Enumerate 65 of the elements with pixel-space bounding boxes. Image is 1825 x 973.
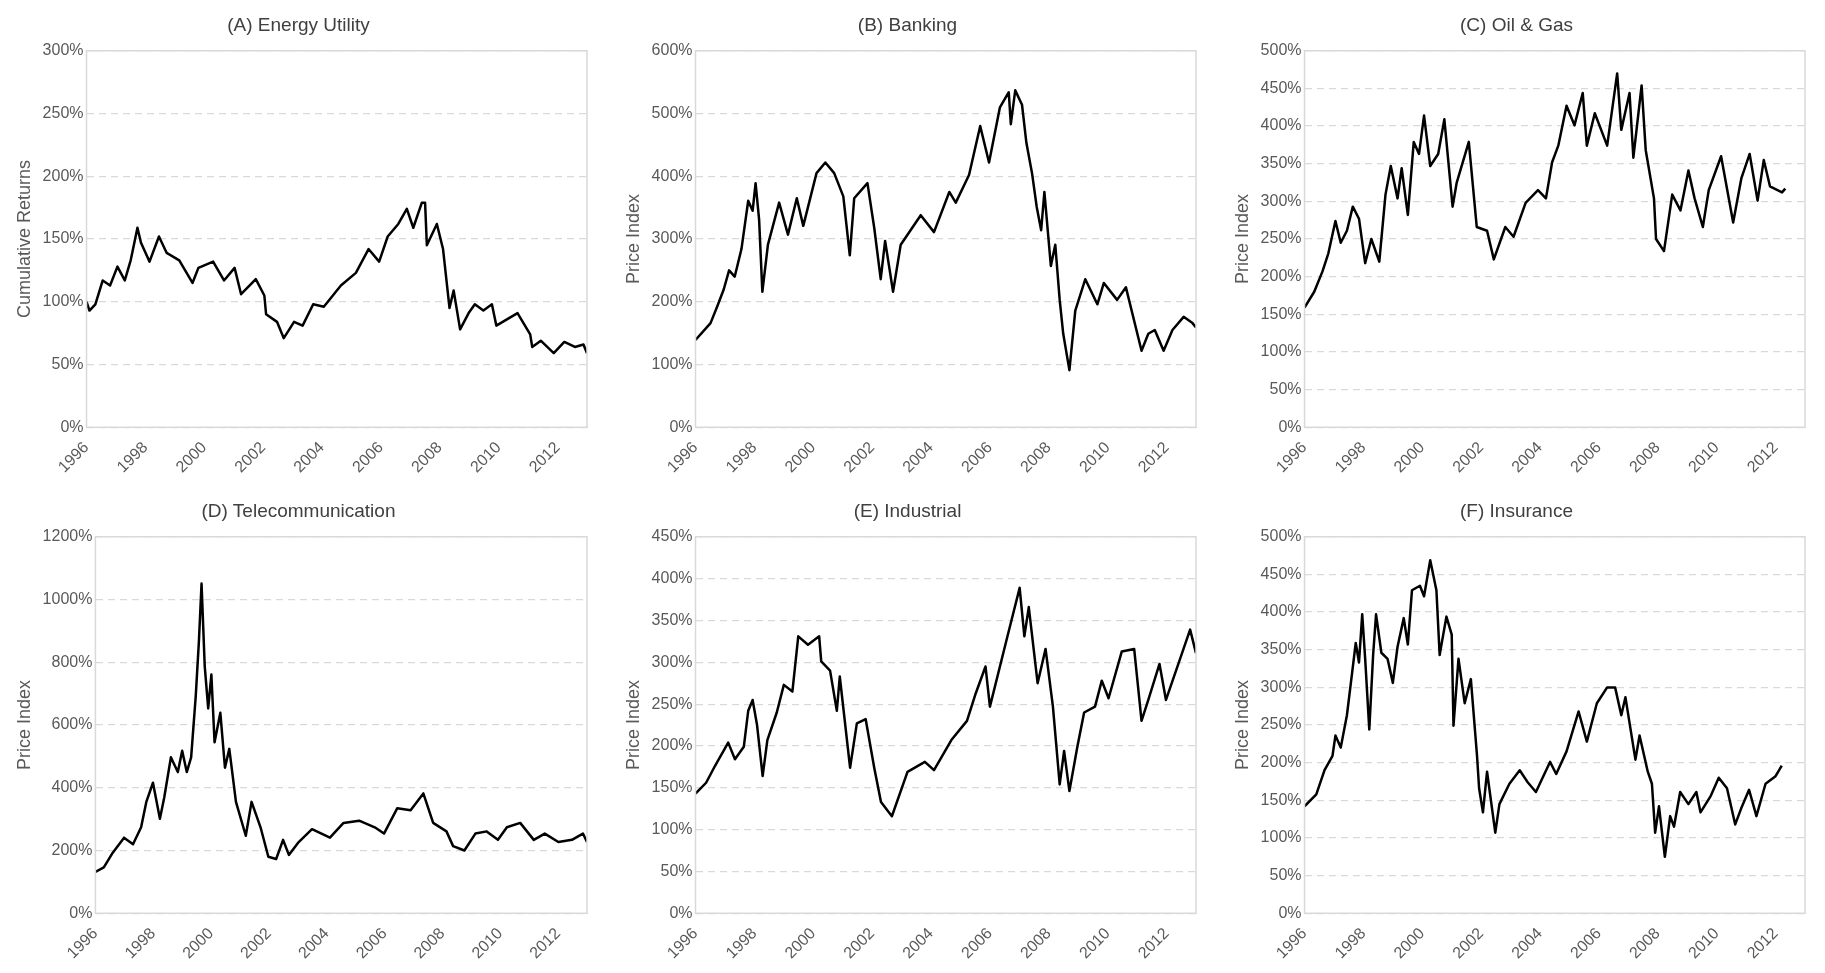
y-tick-label: 150%: [1260, 304, 1302, 322]
chart-title: (B) Banking: [857, 13, 958, 35]
y-tick-label: 500%: [1260, 527, 1302, 545]
y-tick-label: 150%: [42, 229, 84, 247]
y-tick-label: 200%: [51, 840, 93, 858]
y-axis-title: Cumulative Returns: [13, 160, 34, 319]
y-tick-label: 150%: [1260, 790, 1302, 808]
y-tick-label: 50%: [51, 354, 84, 372]
y-tick-label: 800%: [51, 652, 93, 670]
chart-title: (A) Energy Utility: [227, 13, 371, 35]
y-axis-title: Price Index: [1231, 680, 1252, 771]
y-tick-label: 1000%: [42, 589, 93, 607]
y-tick-label: 0%: [1278, 417, 1302, 435]
y-tick-label: 450%: [651, 527, 693, 545]
y-tick-label: 250%: [1260, 229, 1302, 247]
y-tick-label: 0%: [60, 417, 84, 435]
y-tick-label: 0%: [69, 903, 93, 921]
chart-title: (D) Telecommunication: [201, 499, 396, 521]
y-tick-label: 250%: [651, 694, 693, 712]
y-tick-label: 400%: [51, 778, 93, 796]
y-axis-title: Price Index: [622, 680, 643, 771]
y-tick-label: 50%: [1269, 380, 1302, 398]
y-tick-label: 250%: [42, 103, 84, 121]
y-tick-label: 200%: [651, 292, 693, 310]
y-tick-label: 150%: [651, 778, 693, 796]
y-axis-title: Price Index: [13, 680, 34, 771]
y-tick-label: 50%: [1269, 866, 1302, 884]
y-tick-label: 100%: [651, 820, 693, 837]
y-tick-label: 300%: [1260, 191, 1302, 209]
y-tick-label: 400%: [1260, 116, 1302, 134]
y-tick-label: 350%: [651, 610, 693, 628]
y-tick-label: 500%: [1260, 41, 1302, 59]
y-tick-label: 400%: [651, 569, 693, 587]
y-tick-label: 450%: [1260, 78, 1302, 96]
y-tick-label: 350%: [1260, 640, 1302, 658]
chart-title: (C) Oil & Gas: [1460, 13, 1573, 35]
y-tick-label: 250%: [1260, 715, 1302, 733]
y-tick-label: 1200%: [42, 527, 93, 545]
y-tick-label: 600%: [51, 715, 93, 733]
y-tick-label: 100%: [42, 292, 84, 310]
y-tick-label: 500%: [651, 103, 693, 121]
y-tick-label: 600%: [651, 41, 693, 59]
y-tick-label: 0%: [1278, 903, 1302, 921]
y-tick-label: 200%: [1260, 267, 1302, 285]
y-tick-label: 0%: [669, 417, 693, 435]
y-tick-label: 450%: [1260, 564, 1302, 582]
y-tick-label: 200%: [42, 166, 84, 184]
y-tick-label: 300%: [42, 41, 84, 59]
y-tick-label: 400%: [651, 166, 693, 184]
y-axis-title: Price Index: [622, 194, 643, 285]
y-tick-label: 200%: [651, 736, 693, 754]
chart-title: (F) Insurance: [1460, 499, 1573, 521]
y-tick-label: 300%: [651, 652, 693, 670]
y-axis-title: Price Index: [1231, 194, 1252, 285]
y-tick-label: 300%: [1260, 677, 1302, 695]
chart-title: (E) Industrial: [853, 499, 962, 521]
y-tick-label: 100%: [1260, 828, 1302, 846]
y-tick-label: 300%: [651, 229, 693, 247]
y-tick-label: 400%: [1260, 602, 1302, 620]
y-tick-label: 200%: [1260, 753, 1302, 771]
y-tick-label: 100%: [651, 354, 693, 372]
y-tick-label: 0%: [669, 903, 693, 921]
y-tick-label: 50%: [660, 861, 693, 879]
y-tick-label: 100%: [1260, 342, 1302, 360]
y-tick-label: 350%: [1260, 154, 1302, 172]
